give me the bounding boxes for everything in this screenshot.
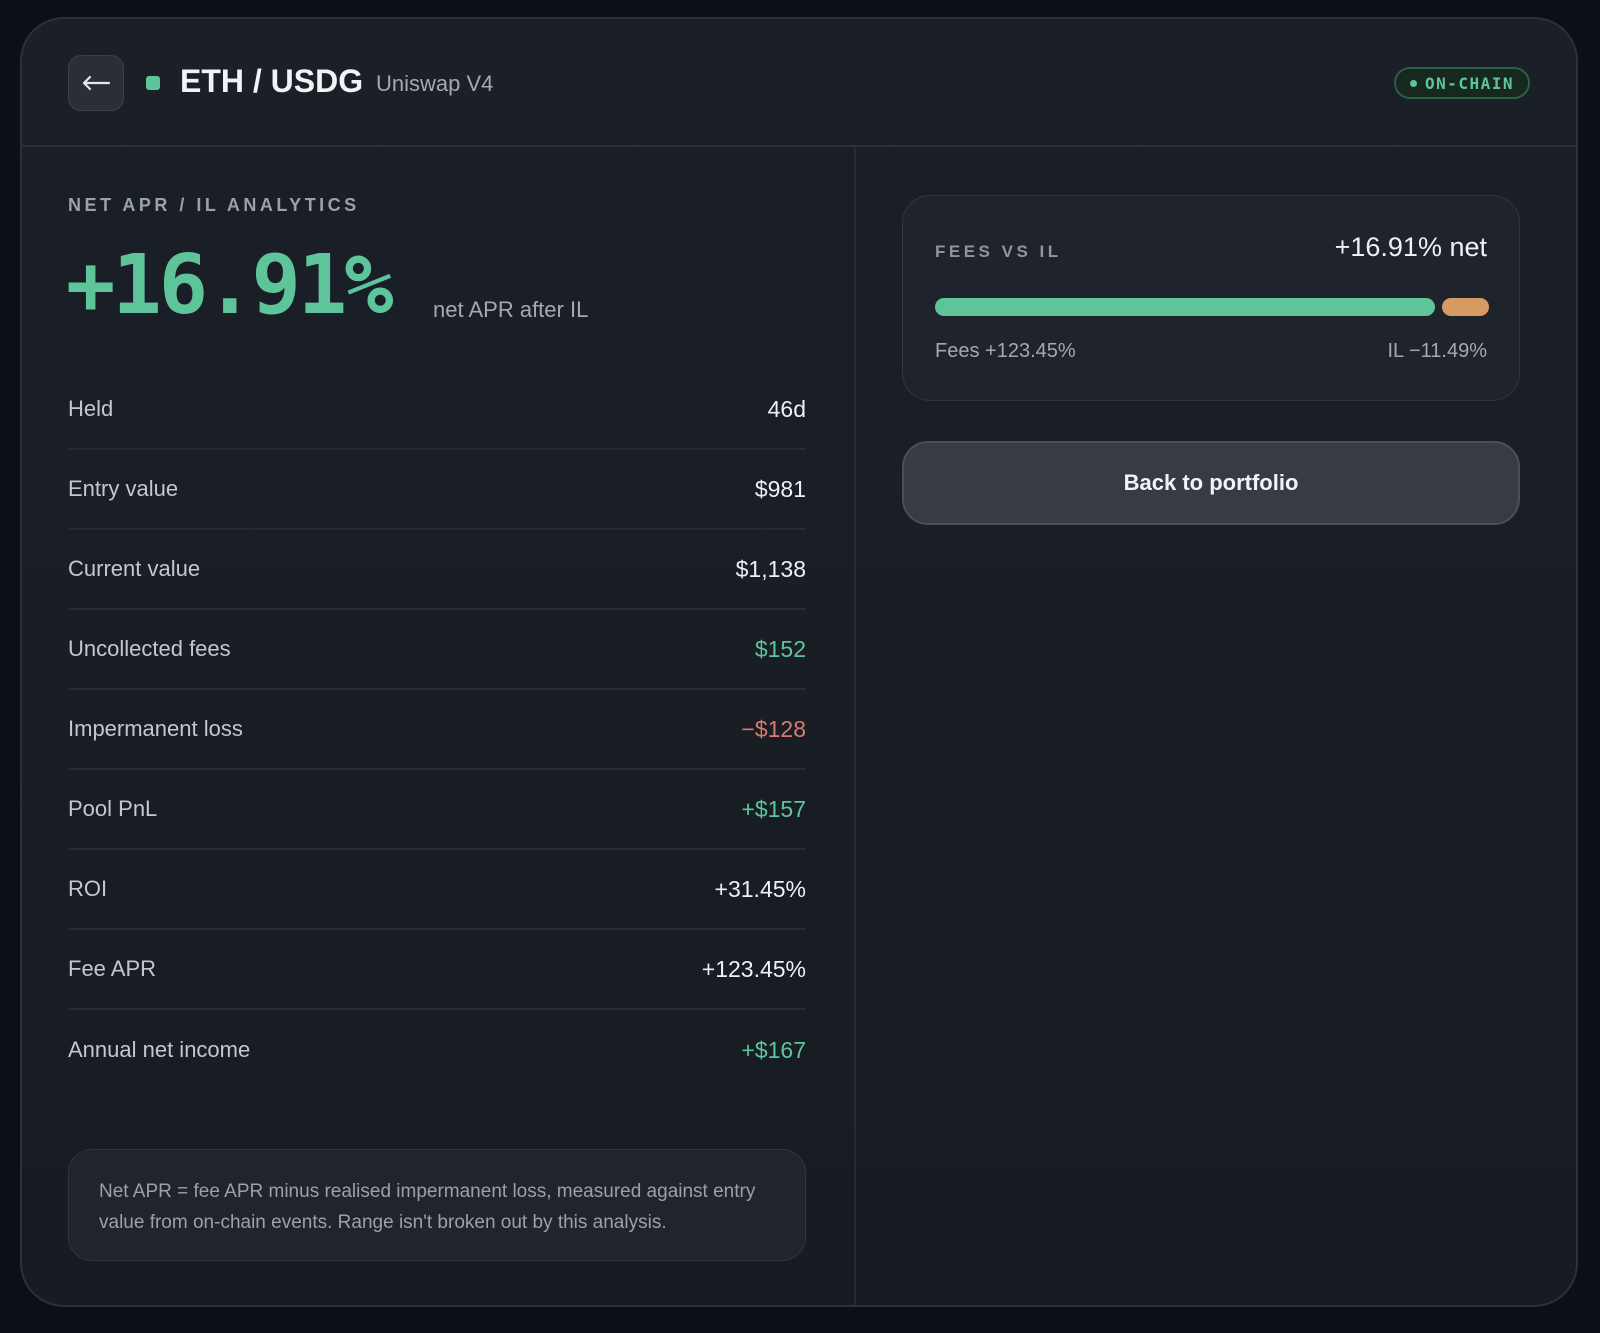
metric-row: Pool PnL +$157	[68, 770, 806, 850]
arrow-left-icon	[82, 75, 111, 91]
info-note: Net APR = fee APR minus realised imperma…	[68, 1149, 806, 1261]
metric-label: Pool PnL	[68, 796, 158, 821]
fees-vs-il-bar	[935, 298, 1489, 316]
metric-label: Entry value	[68, 476, 179, 501]
metric-value: $981	[754, 475, 806, 502]
metric-label: Current value	[68, 556, 201, 581]
metric-value: +31.45%	[714, 875, 806, 902]
metric-label: Uncollected fees	[68, 636, 231, 661]
fees-vs-il-label: FEES VS IL	[935, 242, 1062, 261]
metric-value: $1,138	[735, 555, 806, 582]
pair-title: ETH / USDG	[180, 63, 364, 99]
fees-vs-il-card: FEES VS IL +16.91% net Fees +123.45% IL …	[902, 195, 1520, 401]
metric-row: Annual net income +$167	[68, 1010, 806, 1090]
metric-label: ROI	[68, 876, 108, 901]
il-bar-segment	[1442, 298, 1489, 316]
metric-row: Uncollected fees $152	[68, 610, 806, 690]
metric-value: +123.45%	[701, 955, 806, 982]
metric-label: Impermanent loss	[68, 716, 243, 741]
metrics-list: Held 46d Entry value $981 Current value $1,13…	[68, 370, 806, 1090]
metric-label: Held	[68, 396, 114, 421]
fees-vs-il-net: +16.91% net	[1334, 232, 1487, 262]
metric-row: Entry value $981	[68, 450, 806, 530]
onchain-badge: ON-CHAIN	[1393, 67, 1530, 99]
metric-row: Held 46d	[68, 370, 806, 450]
metric-label: Annual net income	[68, 1037, 251, 1062]
metric-row: Impermanent loss −$128	[68, 690, 806, 770]
onchain-badge-label: ON-CHAIN	[1424, 73, 1514, 93]
metric-value: 46d	[767, 395, 806, 422]
metric-value: +$167	[741, 1036, 806, 1063]
analytics-panel: ETH / USDG Uniswap V4 ON-CHAIN NET APR /…	[20, 17, 1578, 1307]
net-apr-value: +16.91%	[66, 238, 394, 333]
back-button[interactable]	[68, 55, 124, 111]
metric-value: $152	[754, 635, 806, 662]
back-to-portfolio-button[interactable]: Back to portfolio	[902, 441, 1520, 525]
metric-label: Fee APR	[68, 956, 157, 981]
protocol-label: Uniswap V4	[376, 71, 494, 96]
header: ETH / USDG Uniswap V4 ON-CHAIN	[22, 19, 1576, 147]
metric-value: +$157	[741, 795, 806, 822]
metric-row: Fee APR +123.45%	[68, 930, 806, 1010]
metric-row: Current value $1,138	[68, 530, 806, 610]
fees-bar-segment	[935, 298, 1436, 316]
pair-status-dot	[146, 76, 160, 90]
section-label: NET APR / IL ANALYTICS	[68, 195, 360, 215]
metric-row: ROI +31.45%	[68, 850, 806, 930]
column-divider	[854, 147, 856, 1305]
metric-value: −$128	[741, 715, 806, 742]
il-amount-label: IL −11.49%	[1387, 340, 1487, 362]
fees-amount-label: Fees +123.45%	[935, 340, 1076, 362]
onchain-dot-icon	[1409, 79, 1417, 87]
net-apr-caption: net APR after IL	[433, 297, 589, 322]
